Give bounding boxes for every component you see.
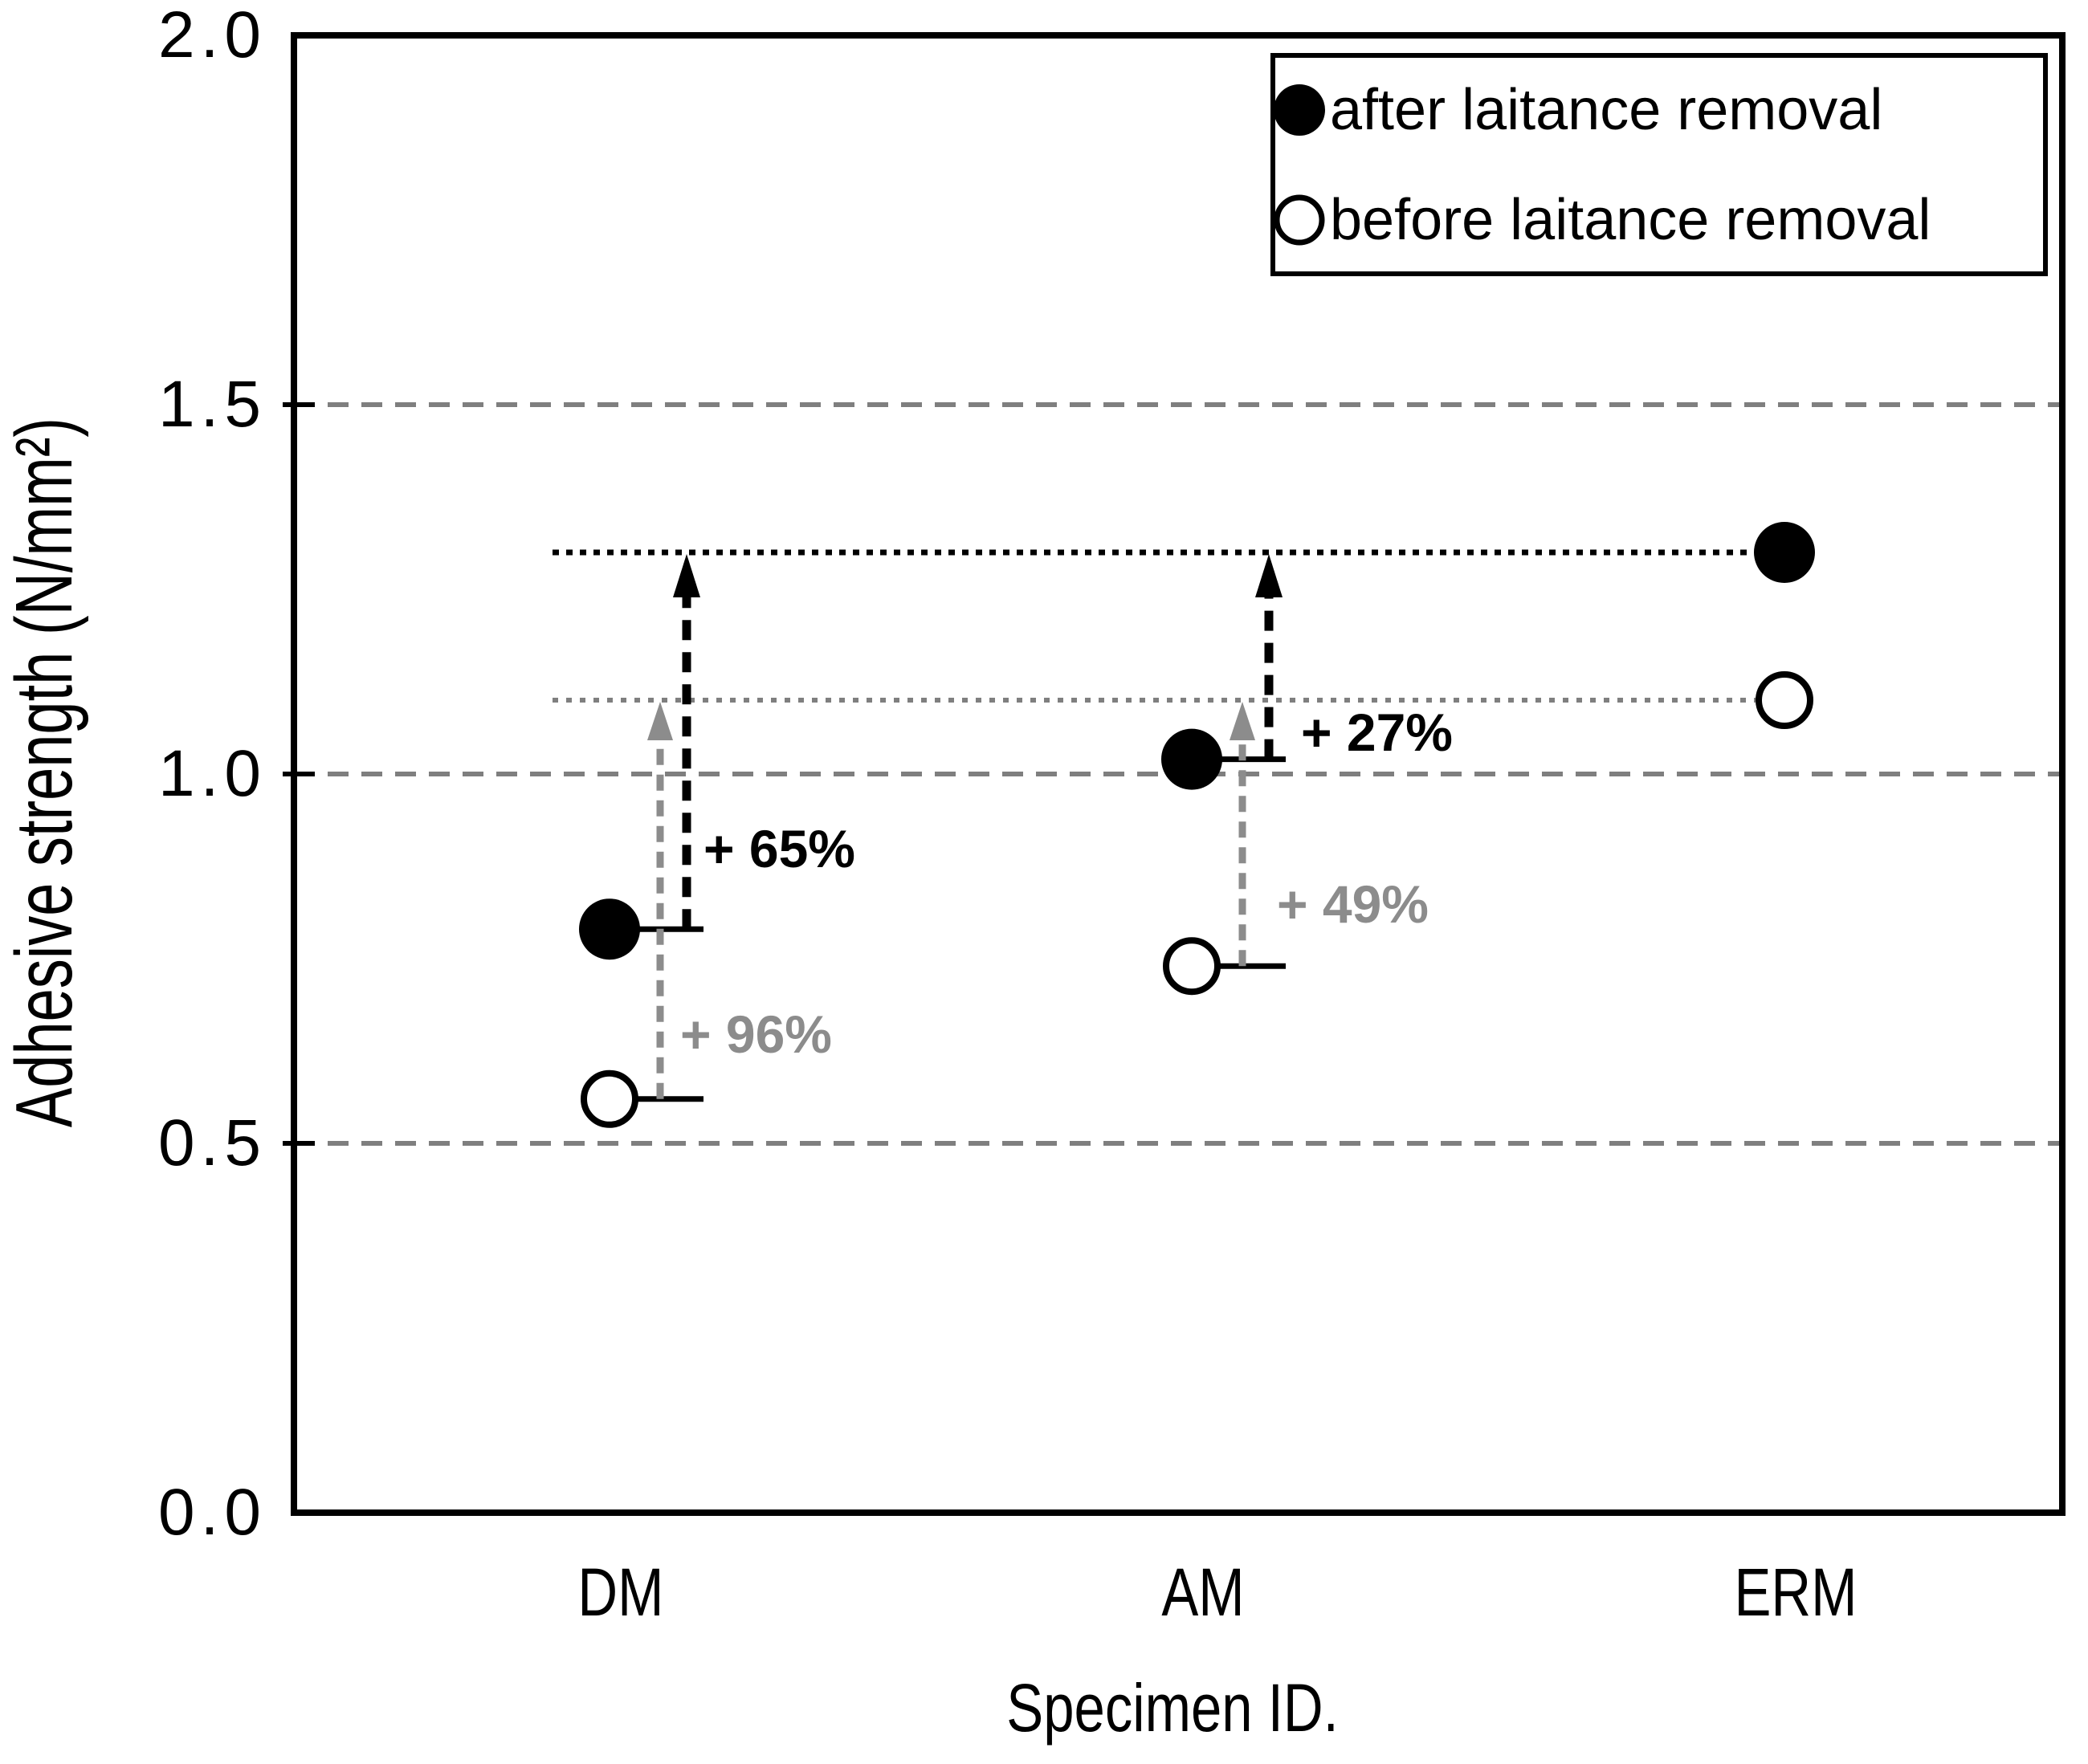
annotation-dm-96pct: + 96% bbox=[680, 1004, 832, 1064]
x-tick-label-erm: ERM bbox=[1734, 1554, 1858, 1630]
annotation-am-49pct: + 49% bbox=[1277, 874, 1429, 934]
x-tick-label-dm: DM bbox=[577, 1554, 664, 1630]
arrow-head-am-after bbox=[1255, 554, 1283, 597]
legend-marker-before-icon bbox=[1274, 194, 1325, 246]
legend-box bbox=[1270, 53, 2048, 276]
y-tick-label-1.5: 1.5 bbox=[158, 368, 267, 441]
marker-am-before bbox=[1163, 937, 1221, 996]
arrow-head-dm-before bbox=[647, 702, 673, 740]
annotation-dm-65pct: + 65% bbox=[703, 819, 855, 878]
arrow-head-dm-after bbox=[673, 554, 700, 597]
legend-label-after: after laitance removal bbox=[1330, 78, 1883, 142]
marker-dm-after bbox=[579, 898, 640, 960]
marker-erm-after bbox=[1754, 522, 1815, 583]
annotation-am-27pct: + 27% bbox=[1301, 703, 1453, 762]
y-tick-label-0.0: 0.0 bbox=[158, 1476, 267, 1549]
y-tick-label-2.0: 2.0 bbox=[158, 0, 267, 71]
plot-border bbox=[291, 32, 2066, 1516]
y-tick-label-1.0: 1.0 bbox=[158, 737, 267, 810]
legend-marker-after-icon bbox=[1274, 84, 1325, 136]
marker-erm-before bbox=[1756, 671, 1813, 729]
arrow-head-am-before bbox=[1230, 702, 1255, 740]
x-tick-label-am: AM bbox=[1161, 1554, 1245, 1630]
marker-dm-before bbox=[581, 1069, 638, 1128]
legend-label-before: before laitance removal bbox=[1330, 188, 1931, 252]
y-tick-label-0.5: 0.5 bbox=[158, 1106, 267, 1179]
marker-am-after bbox=[1161, 728, 1222, 790]
x-axis-title: Specimen ID. bbox=[1006, 1670, 1339, 1746]
